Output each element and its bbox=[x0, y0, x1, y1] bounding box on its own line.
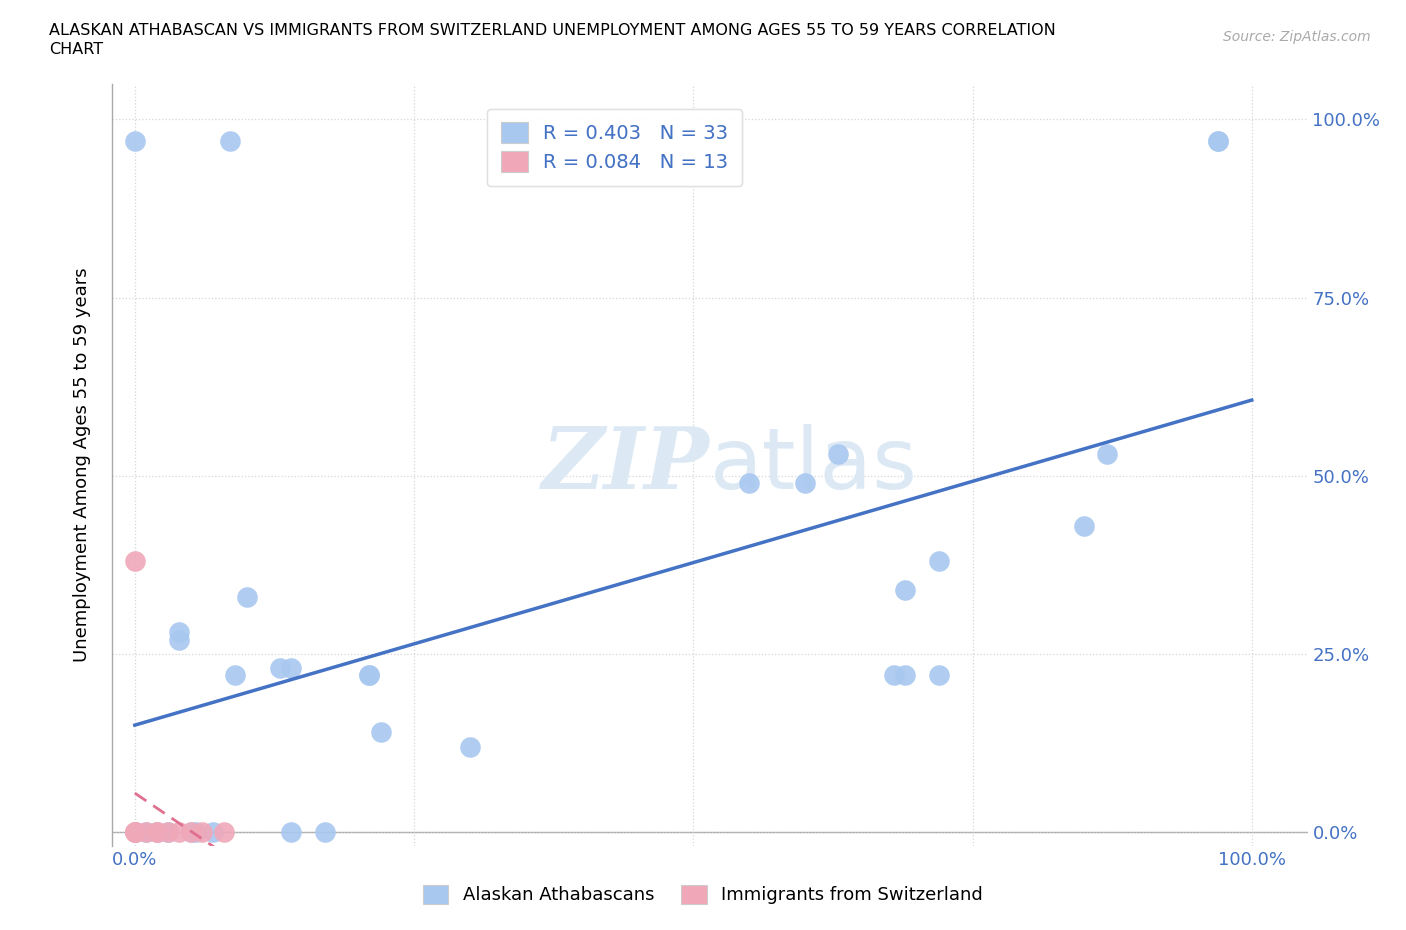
Point bbox=[314, 825, 336, 840]
Point bbox=[359, 668, 381, 683]
Point bbox=[218, 133, 240, 148]
Point bbox=[124, 553, 146, 568]
Point bbox=[186, 825, 208, 840]
Point bbox=[1206, 133, 1229, 148]
Point bbox=[135, 825, 157, 840]
Point bbox=[169, 825, 191, 840]
Point bbox=[1206, 133, 1229, 148]
Legend: Alaskan Athabascans, Immigrants from Switzerland: Alaskan Athabascans, Immigrants from Swi… bbox=[416, 877, 990, 911]
Point bbox=[135, 825, 157, 840]
Point bbox=[827, 447, 849, 462]
Point bbox=[370, 724, 392, 739]
Point bbox=[157, 825, 180, 840]
Point bbox=[212, 825, 235, 840]
Point bbox=[738, 475, 761, 490]
Text: CHART: CHART bbox=[49, 42, 103, 57]
Point bbox=[124, 133, 146, 148]
Point bbox=[180, 825, 202, 840]
Point bbox=[157, 825, 180, 840]
Point bbox=[280, 825, 302, 840]
Point bbox=[169, 632, 191, 647]
Point bbox=[191, 825, 214, 840]
Point bbox=[359, 668, 381, 683]
Point bbox=[794, 475, 817, 490]
Text: atlas: atlas bbox=[710, 423, 918, 507]
Point bbox=[124, 825, 146, 840]
Point bbox=[124, 825, 146, 840]
Point bbox=[894, 582, 917, 597]
Legend: R = 0.403   N = 33, R = 0.084   N = 13: R = 0.403 N = 33, R = 0.084 N = 13 bbox=[486, 109, 742, 186]
Text: ZIP: ZIP bbox=[543, 423, 710, 507]
Y-axis label: Unemployment Among Ages 55 to 59 years: Unemployment Among Ages 55 to 59 years bbox=[73, 268, 91, 662]
Point bbox=[1095, 447, 1118, 462]
Point bbox=[1073, 518, 1095, 533]
Point bbox=[146, 825, 169, 840]
Point bbox=[894, 668, 917, 683]
Point bbox=[180, 825, 202, 840]
Point bbox=[201, 825, 224, 840]
Point bbox=[124, 825, 146, 840]
Point bbox=[928, 668, 950, 683]
Point bbox=[146, 825, 169, 840]
Point bbox=[235, 590, 257, 604]
Point bbox=[124, 825, 146, 840]
Point bbox=[280, 660, 302, 675]
Text: ALASKAN ATHABASCAN VS IMMIGRANTS FROM SWITZERLAND UNEMPLOYMENT AMONG AGES 55 TO : ALASKAN ATHABASCAN VS IMMIGRANTS FROM SW… bbox=[49, 23, 1056, 38]
Point bbox=[883, 668, 905, 683]
Point bbox=[269, 660, 291, 675]
Point bbox=[224, 668, 246, 683]
Point bbox=[146, 825, 169, 840]
Point bbox=[169, 625, 191, 640]
Point bbox=[928, 553, 950, 568]
Text: Source: ZipAtlas.com: Source: ZipAtlas.com bbox=[1223, 30, 1371, 44]
Point bbox=[458, 739, 481, 754]
Point bbox=[124, 825, 146, 840]
